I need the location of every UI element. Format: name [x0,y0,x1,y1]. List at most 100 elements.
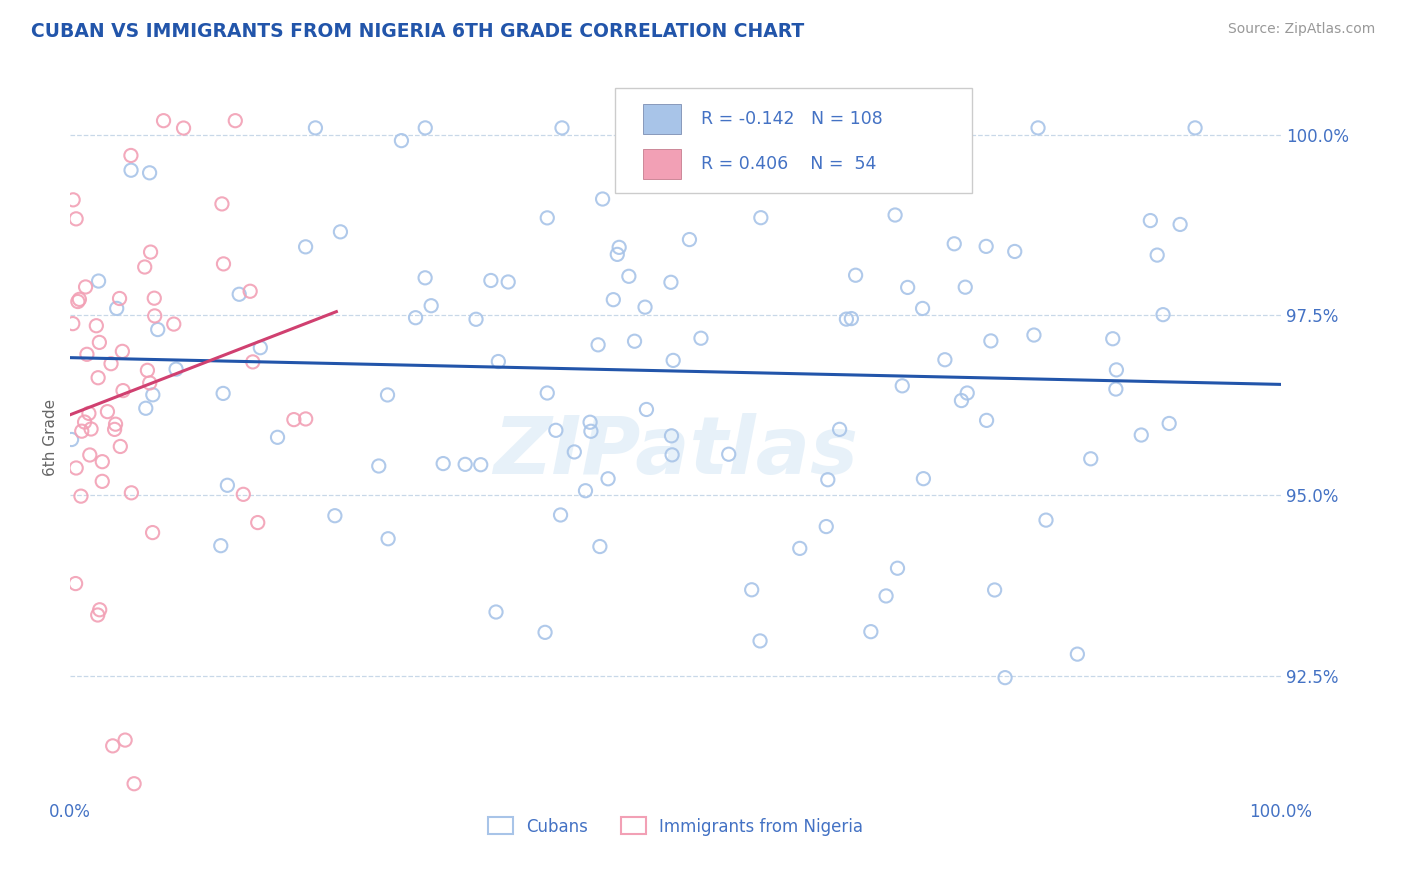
Point [100,357,122,371]
Point [173,121,195,136]
Point [79,448,101,462]
Point [1004,244,1026,259]
Point [377,388,399,402]
Point [120,148,142,162]
Point [485,605,508,619]
Point [134,260,156,274]
Point [602,293,624,307]
Point [232,487,254,501]
Point [87,607,110,622]
Point [391,134,413,148]
Point [111,384,134,398]
Point [579,424,602,438]
Point [1130,428,1153,442]
Point [249,341,271,355]
Point [138,376,160,390]
Point [828,422,851,436]
Point [1066,647,1088,661]
Point [789,541,811,556]
Point [108,292,131,306]
Point [934,352,956,367]
Point [283,412,305,426]
Point [550,508,572,522]
Point [859,624,882,639]
Point [956,386,979,401]
Point [89,603,111,617]
Point [661,448,683,462]
Point [242,355,264,369]
Point [1101,332,1123,346]
Point [911,301,934,316]
Point [111,344,134,359]
Point [142,388,165,402]
Point [1139,213,1161,227]
Legend: Cubans, Immigrants from Nigeria: Cubans, Immigrants from Nigeria [479,809,872,844]
Point [1105,363,1128,377]
Point [420,299,443,313]
Point [536,211,558,225]
Point [1159,417,1181,431]
Point [636,402,658,417]
Point [562,445,585,459]
Point [91,475,114,489]
Point [690,331,713,345]
Point [606,247,628,261]
Point [659,275,682,289]
Text: Source: ZipAtlas.com: Source: ZipAtlas.com [1227,22,1375,37]
Point [486,354,509,368]
Point [239,285,262,299]
Point [110,440,132,454]
Point [922,123,945,137]
Bar [643,149,682,179]
Point [152,113,174,128]
Point [212,257,235,271]
Point [1035,513,1057,527]
Point [1026,120,1049,135]
Point [1080,451,1102,466]
Point [544,423,567,437]
Point [138,166,160,180]
Point [980,334,1002,348]
Point [70,489,93,503]
Point [77,406,100,420]
Point [454,458,477,472]
Point [163,317,186,331]
Point [891,379,914,393]
Point [470,458,492,472]
Point [413,270,436,285]
Point [209,539,232,553]
Point [479,273,502,287]
Point [75,280,97,294]
Point [496,275,519,289]
Point [76,347,98,361]
Point [897,280,920,294]
Point [96,404,118,418]
Point [91,455,114,469]
Point [217,478,239,492]
Point [749,211,772,225]
Point [323,508,346,523]
Point [86,318,108,333]
Point [266,430,288,444]
Point [367,458,389,473]
Point [165,362,187,376]
Point [835,312,858,326]
Point [465,312,488,326]
Point [114,733,136,747]
Point [65,211,87,226]
Point [62,193,84,207]
Point [592,192,614,206]
Point [589,540,612,554]
Point [80,422,103,436]
Point [139,245,162,260]
Point [143,309,166,323]
Point [717,447,740,461]
Point [122,777,145,791]
Point [551,120,574,135]
Point [886,561,908,575]
Point [1146,248,1168,262]
Point [845,268,868,283]
Point [950,393,973,408]
Point [405,310,427,325]
FancyBboxPatch shape [614,88,972,193]
